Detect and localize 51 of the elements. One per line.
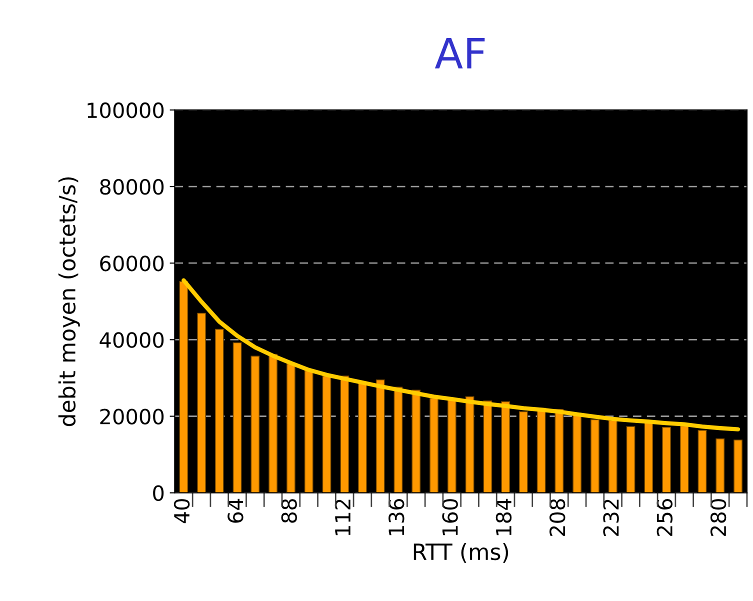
x-tick-label: 88 bbox=[281, 499, 297, 523]
y-tick-label: 100000 bbox=[88, 102, 164, 118]
chart-title: AF bbox=[434, 38, 485, 68]
x-tick-label: 64 bbox=[228, 498, 244, 523]
y-tick-label: 80000 bbox=[100, 179, 164, 195]
x-tick-label: 112 bbox=[334, 500, 350, 536]
y-tick-label: 40000 bbox=[100, 332, 164, 348]
y-tick-label: 60000 bbox=[100, 256, 164, 272]
bar bbox=[376, 379, 385, 493]
x-tick-label: 256 bbox=[656, 498, 673, 536]
bar bbox=[412, 390, 421, 493]
x-tick-label: 184 bbox=[496, 498, 512, 536]
bar bbox=[430, 398, 438, 493]
bar bbox=[590, 419, 600, 493]
bar bbox=[394, 386, 403, 493]
line-series bbox=[182, 278, 740, 432]
x-tick-label: 232 bbox=[603, 500, 619, 536]
bar bbox=[322, 376, 332, 493]
bar bbox=[179, 281, 188, 493]
x-tick-label: 160 bbox=[442, 499, 458, 536]
bar bbox=[680, 425, 689, 493]
bar bbox=[358, 382, 367, 493]
x-tick-label: 280 bbox=[710, 499, 726, 536]
bar bbox=[554, 408, 564, 493]
x-axis-title: RTT (ms) bbox=[414, 543, 508, 563]
bar bbox=[465, 396, 474, 493]
bar bbox=[518, 411, 528, 493]
y-tick-label: 20000 bbox=[100, 408, 164, 424]
bar bbox=[340, 376, 350, 493]
bar bbox=[608, 420, 618, 493]
bar bbox=[447, 399, 456, 493]
y-tick-label: 0 bbox=[153, 485, 164, 502]
bar bbox=[214, 328, 224, 493]
x-tick-label: 40 bbox=[174, 499, 190, 524]
bar bbox=[304, 370, 314, 493]
bar bbox=[734, 440, 742, 493]
x-tick-label: 208 bbox=[549, 499, 566, 536]
bar bbox=[197, 312, 206, 493]
bar bbox=[716, 438, 725, 493]
bar bbox=[232, 342, 242, 493]
bar bbox=[483, 400, 492, 493]
bar bbox=[250, 356, 260, 493]
bar bbox=[501, 401, 510, 493]
bar bbox=[698, 430, 707, 493]
bar bbox=[626, 426, 636, 493]
x-tick-label: 136 bbox=[388, 498, 404, 536]
bar bbox=[644, 422, 654, 493]
bar bbox=[286, 363, 296, 493]
bar bbox=[268, 354, 278, 493]
y-axis-title: debit moyen (octets/s) bbox=[58, 177, 80, 426]
bar bbox=[662, 426, 671, 493]
